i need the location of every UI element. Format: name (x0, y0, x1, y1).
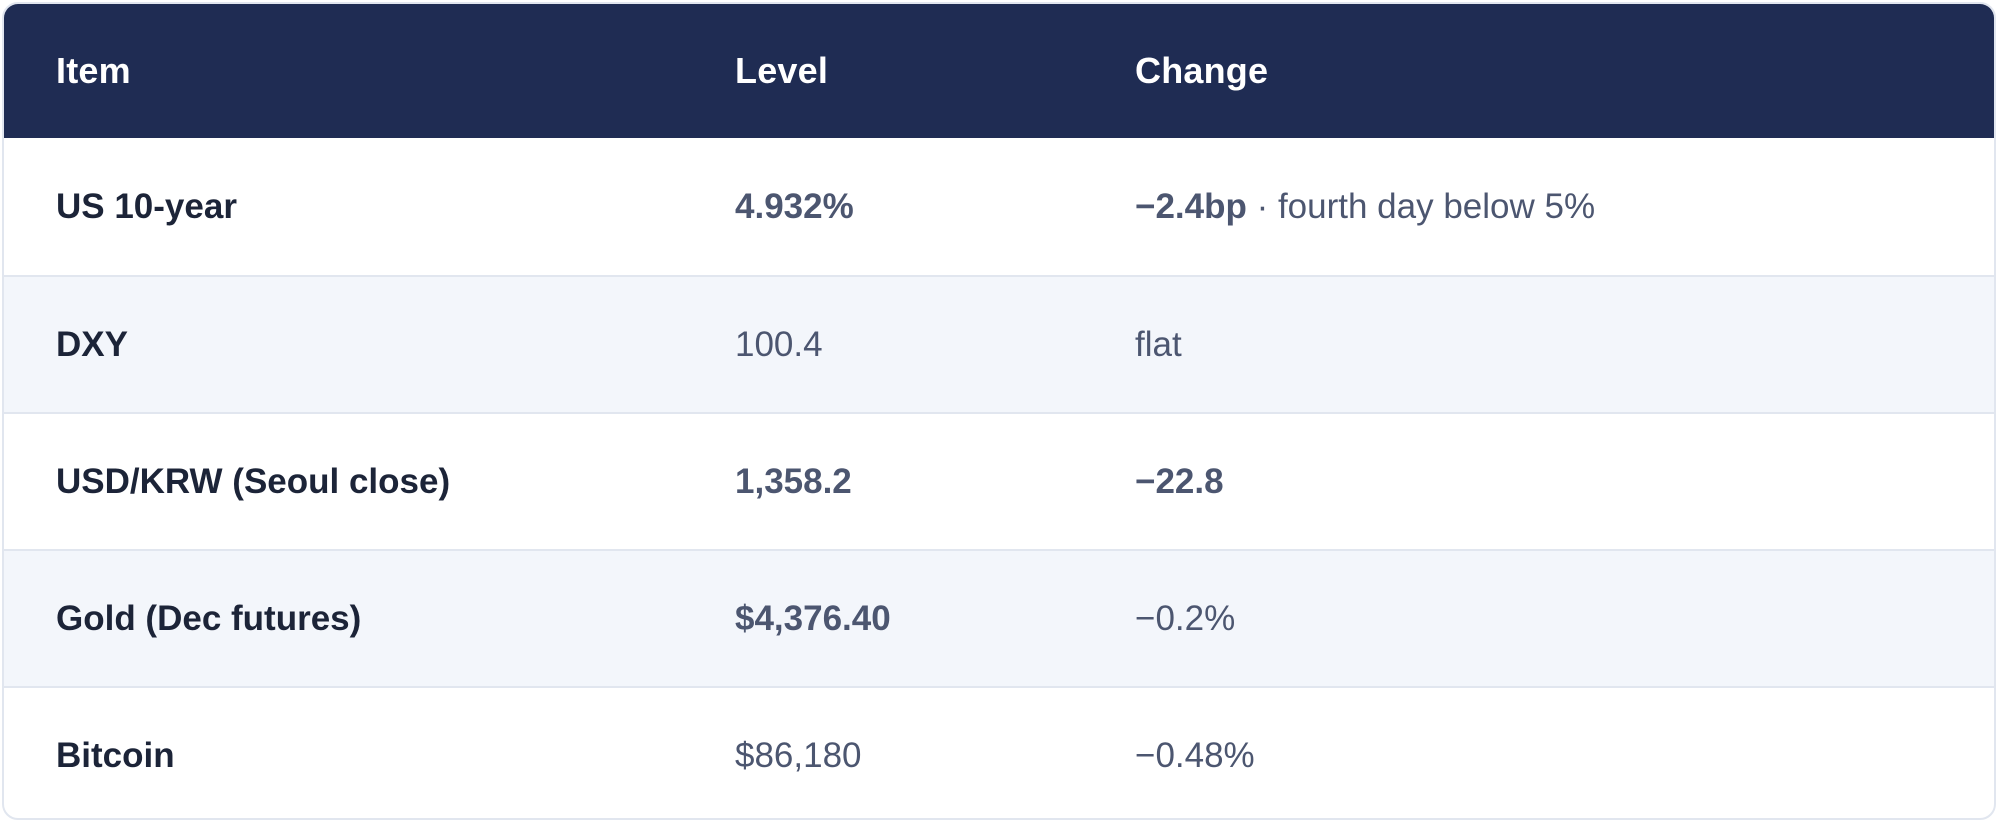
row-level: 100.4 (735, 324, 823, 364)
row-change-value: −22.8 (1135, 461, 1224, 501)
row-change-value: −0.48% (1135, 735, 1255, 775)
row-change-value: −0.2% (1135, 598, 1236, 638)
row-change-note: · fourth day below 5% (1246, 186, 1596, 226)
table-row: US 10-year 4.932% −2.4bp · fourth day be… (4, 138, 1994, 275)
row-level: $4,376.40 (735, 598, 891, 638)
row-item: Bitcoin (56, 735, 175, 775)
row-item: Gold (Dec futures) (56, 598, 362, 638)
row-change: −2.4bp · fourth day below 5% (1135, 187, 1994, 227)
row-item: DXY (56, 324, 128, 364)
table-body: US 10-year 4.932% −2.4bp · fourth day be… (4, 138, 1994, 818)
row-change: −0.2% (1135, 599, 1994, 639)
row-change: −22.8 (1135, 462, 1994, 502)
table-row: Gold (Dec futures) $4,376.40 −0.2% (4, 549, 1994, 686)
table-row: USD/KRW (Seoul close) 1,358.2 −22.8 (4, 412, 1994, 549)
row-change: flat (1135, 325, 1994, 365)
row-level: 1,358.2 (735, 461, 852, 501)
row-change: −0.48% (1135, 736, 1994, 776)
row-level: 4.932% (735, 186, 854, 226)
header-level: Level (735, 50, 829, 91)
row-item: USD/KRW (Seoul close) (56, 461, 451, 501)
table-row: DXY 100.4 flat (4, 275, 1994, 412)
row-change-value: −2.4bp (1135, 186, 1247, 226)
row-level: $86,180 (735, 735, 862, 775)
row-change-value: flat (1135, 324, 1182, 364)
header-item: Item (56, 50, 131, 91)
header-change: Change (1135, 50, 1269, 91)
table-row: Bitcoin $86,180 −0.48% (4, 686, 1994, 818)
row-item: US 10-year (56, 186, 237, 226)
table-header-row: Item Level Change (4, 4, 1994, 138)
